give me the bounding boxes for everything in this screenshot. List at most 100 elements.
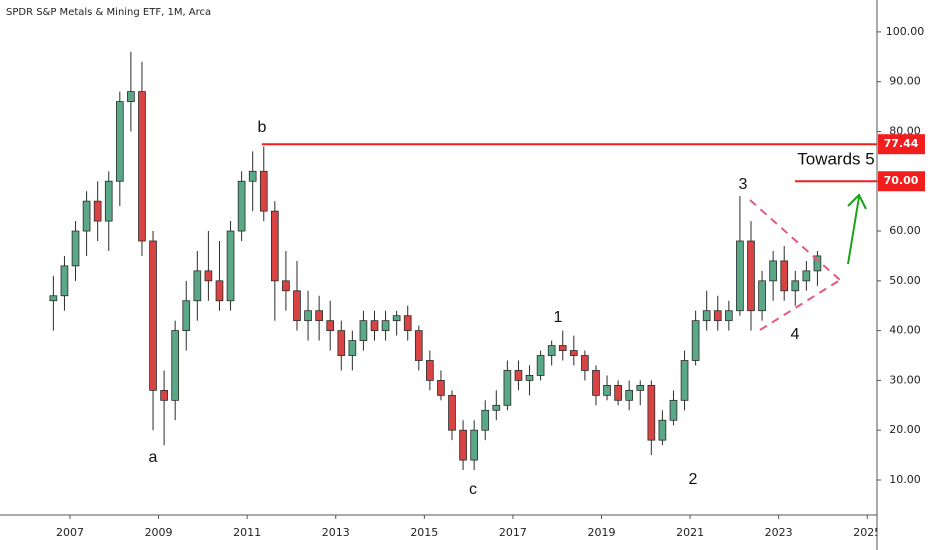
candle-body [160,389,168,401]
x-tick-label: 2011 [233,526,261,539]
x-axis: 2007 2009 2011 2013 2015 2017 2019 2021 2023 2025 [56,515,881,539]
wave-label: Towards 5 [797,149,874,168]
candle-body [747,240,755,312]
candle-body [426,360,434,381]
candle-body [780,260,789,292]
candle-body [492,404,501,411]
x-tick-label: 2007 [56,526,84,539]
candle-body [381,320,390,332]
candle-body [193,270,202,302]
x-tick-label: 2025 [853,526,881,539]
y-tick-label: 30.00 [889,373,921,386]
triangle-upper [749,199,841,281]
candle-body [414,330,423,361]
candle-body [536,355,545,376]
arrow-shaft [847,196,860,265]
price-axis-panel [877,0,932,550]
candle-body [348,340,357,356]
candle-body [636,384,645,391]
candle-body [448,394,456,431]
candle-body [215,280,224,302]
candle-body [359,320,368,341]
arrow-head [847,193,867,210]
candle-body [525,375,534,381]
candle-body [138,91,146,242]
axes: 10.0020.0030.0040.0050.0060.0070.0080.00… [877,25,925,486]
y-tick-label: 40.00 [889,324,921,337]
candle-body [503,370,512,406]
x-tick-label: 2019 [587,526,615,539]
candle-body [514,370,523,381]
candle-body [248,170,257,182]
candle-body [459,429,467,461]
candle-body [60,265,69,297]
candle-body [569,350,578,356]
candle-body [326,320,335,332]
candle-body [669,399,678,421]
x-tick-label: 2013 [322,526,350,539]
candle-body [813,255,822,272]
candle-body [702,310,711,322]
candle-body [725,310,733,322]
candle-body [647,384,656,441]
candle-body [182,300,191,332]
candle-body [226,230,235,302]
price-label: 70.00 [884,174,919,187]
candle-body [82,200,91,232]
y-tick-label: 100.00 [886,25,925,38]
candle-body [736,240,744,312]
candle-body [481,409,490,431]
x-tick-label: 2017 [499,526,527,539]
x-tick-label: 2009 [145,526,173,539]
x-tick-label: 2023 [765,526,793,539]
candle-body [315,310,323,322]
wave-label: 2 [689,471,698,488]
x-tick-label: 2015 [410,526,438,539]
candle-body [691,320,700,361]
candle-body [558,345,567,351]
candle-body [802,270,811,282]
candle-body [304,310,312,322]
wave-label: c [469,481,477,498]
candle-body [115,101,124,182]
triangle-pattern [749,199,841,331]
candle-body [127,91,135,102]
wave-label: b [258,119,267,136]
candle-body [337,330,346,356]
y-tick-label: 90.00 [889,75,921,88]
candle-body [392,315,401,322]
candle-body [437,380,445,396]
price-label: 77.44 [884,137,919,150]
candle-body [370,320,379,332]
wave-label: 4 [791,326,800,343]
candle-body [592,370,600,396]
triangle-lower [759,279,841,331]
candle-body [149,240,157,391]
candle-body [237,180,246,232]
candle-body [204,270,213,282]
candle-body [625,389,634,401]
wave-label: 1 [554,309,563,326]
candle-body [49,295,58,302]
price-label-box [878,134,925,155]
candle-body [403,315,412,332]
candle-body [171,330,180,401]
chart-title: SPDR S&P Metals & Mining ETF, 1M, Arca [6,7,211,18]
candle-body [581,355,589,371]
y-tick-label: 50.00 [889,274,921,287]
price-label-box [878,171,925,192]
candle-body [769,260,777,282]
candle-body [680,360,689,401]
candle-body [104,180,113,222]
arrow [847,193,867,265]
candle-body [614,384,622,401]
x-tick-label: 2021 [676,526,704,539]
candle-body [603,384,611,396]
y-tick-label: 60.00 [889,224,921,237]
candle-body [259,170,268,212]
candle-body [93,200,102,222]
plot-area [49,51,877,471]
candle-body [282,280,290,292]
candle-body [547,345,556,356]
